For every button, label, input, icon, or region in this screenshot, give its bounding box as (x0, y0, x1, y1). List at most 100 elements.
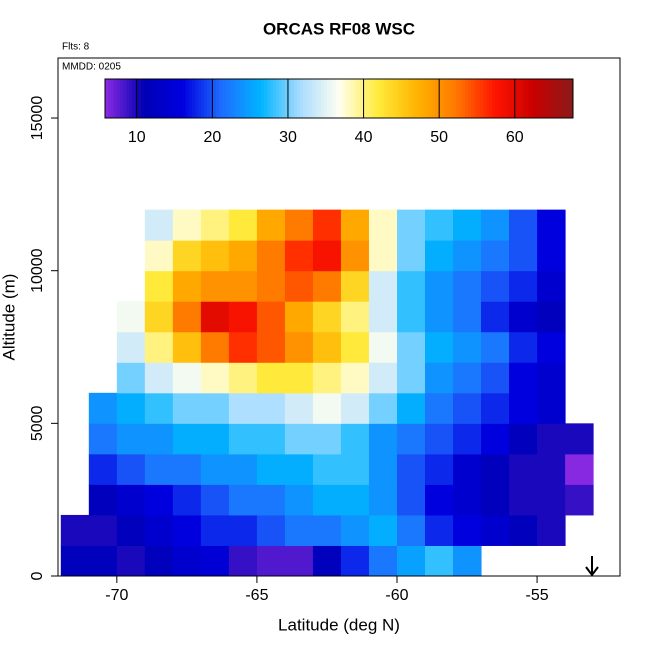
heat-cell (537, 423, 566, 455)
heat-cell (172, 270, 202, 302)
heat-cell (481, 301, 510, 333)
x-tick-label: -65 (245, 587, 268, 604)
colorbar: 10 20 30 40 50 60 (104, 78, 574, 146)
colorbar-swatch (114, 79, 118, 118)
heat-cell (256, 209, 286, 241)
heat-cell (425, 423, 454, 455)
heat-cell (228, 209, 258, 241)
colorbar-swatch (570, 79, 574, 118)
colorbar-swatch (540, 79, 544, 118)
colorbar-swatch (381, 79, 385, 118)
heat-cell (425, 240, 454, 272)
colorbar-swatch (504, 79, 508, 118)
colorbar-swatch (459, 79, 463, 118)
colorbar-swatch (546, 79, 550, 118)
heat-cell (312, 209, 342, 241)
colorbar-swatch (324, 79, 328, 118)
heat-cell (368, 209, 398, 241)
heat-cell (60, 545, 90, 577)
colorbar-swatch (207, 79, 211, 118)
colorbar-swatch (216, 79, 220, 118)
colorbar-swatch (396, 79, 400, 118)
colorbar-swatch (363, 79, 367, 118)
heat-cell (509, 423, 538, 455)
heat-cell (312, 392, 342, 424)
colorbar-swatch (243, 79, 247, 118)
heat-cell (88, 514, 118, 546)
heat-cell (312, 301, 342, 333)
heat-cell (116, 392, 146, 424)
colorbar-swatch (549, 79, 553, 118)
heat-cell (537, 453, 566, 485)
heat-cell (200, 270, 230, 302)
colorbar-swatch (108, 79, 112, 118)
colorbar-swatch (270, 79, 274, 118)
colorbar-swatch (537, 79, 541, 118)
heat-cell (509, 514, 538, 546)
heat-cell (172, 545, 202, 577)
colorbar-swatch (156, 79, 160, 118)
heat-cell (340, 484, 370, 516)
heat-cell (144, 362, 174, 394)
heat-cell (228, 423, 258, 455)
colorbar-swatch (180, 79, 184, 118)
heat-cell (453, 240, 482, 272)
colorbar-swatch (132, 79, 136, 118)
heat-cell (453, 392, 482, 424)
heat-cell (481, 209, 510, 241)
heat-cell (60, 514, 90, 546)
colorbar-swatch (474, 79, 478, 118)
heat-cell (537, 484, 566, 516)
heat-cell (425, 453, 454, 485)
colorbar-swatch (357, 79, 361, 118)
heat-cell (425, 545, 454, 577)
colorbar-swatch (162, 79, 166, 118)
heat-cell (312, 514, 342, 546)
colorbar-swatch (297, 79, 301, 118)
heat-cell (453, 484, 482, 516)
heat-cell (453, 362, 482, 394)
colorbar-swatch (372, 79, 376, 118)
heat-cell (284, 331, 314, 363)
colorbar-swatch (159, 79, 163, 118)
heat-cell (172, 423, 202, 455)
colorbar-swatch (279, 79, 283, 118)
heat-cell (228, 331, 258, 363)
y-tick-label: 10000 (29, 248, 46, 293)
heatmap (60, 209, 594, 577)
heat-cell (509, 331, 538, 363)
heat-cell (284, 545, 314, 577)
colorbar-swatch (339, 79, 343, 118)
heat-cell (481, 362, 510, 394)
y-tick-label: 0 (29, 571, 46, 580)
colorbar-swatch (489, 79, 493, 118)
heat-cell (144, 240, 174, 272)
colorbar-swatch (531, 79, 535, 118)
heat-cell (396, 301, 426, 333)
colorbar-swatch (468, 79, 472, 118)
colorbar-swatch (144, 79, 148, 118)
heat-cell (537, 331, 566, 363)
colorbar-swatch (228, 79, 232, 118)
colorbar-swatch (333, 79, 337, 118)
heat-cell (256, 240, 286, 272)
colorbar-swatch (231, 79, 235, 118)
heat-cell (284, 392, 314, 424)
colorbar-swatch (495, 79, 499, 118)
heat-cell (340, 453, 370, 485)
heat-cell (144, 484, 174, 516)
heat-cell (565, 484, 594, 516)
colorbar-swatch (219, 79, 223, 118)
colorbar-swatch (369, 79, 373, 118)
heat-cell (144, 209, 174, 241)
heat-cell (172, 301, 202, 333)
heat-cell (481, 423, 510, 455)
heat-cell (284, 270, 314, 302)
heat-cell (88, 453, 118, 485)
heat-cell (396, 362, 426, 394)
heat-cell (481, 484, 510, 516)
colorbar-swatch (201, 79, 205, 118)
heat-cell (284, 514, 314, 546)
heat-cell (509, 301, 538, 333)
colorbar-swatch (321, 79, 325, 118)
